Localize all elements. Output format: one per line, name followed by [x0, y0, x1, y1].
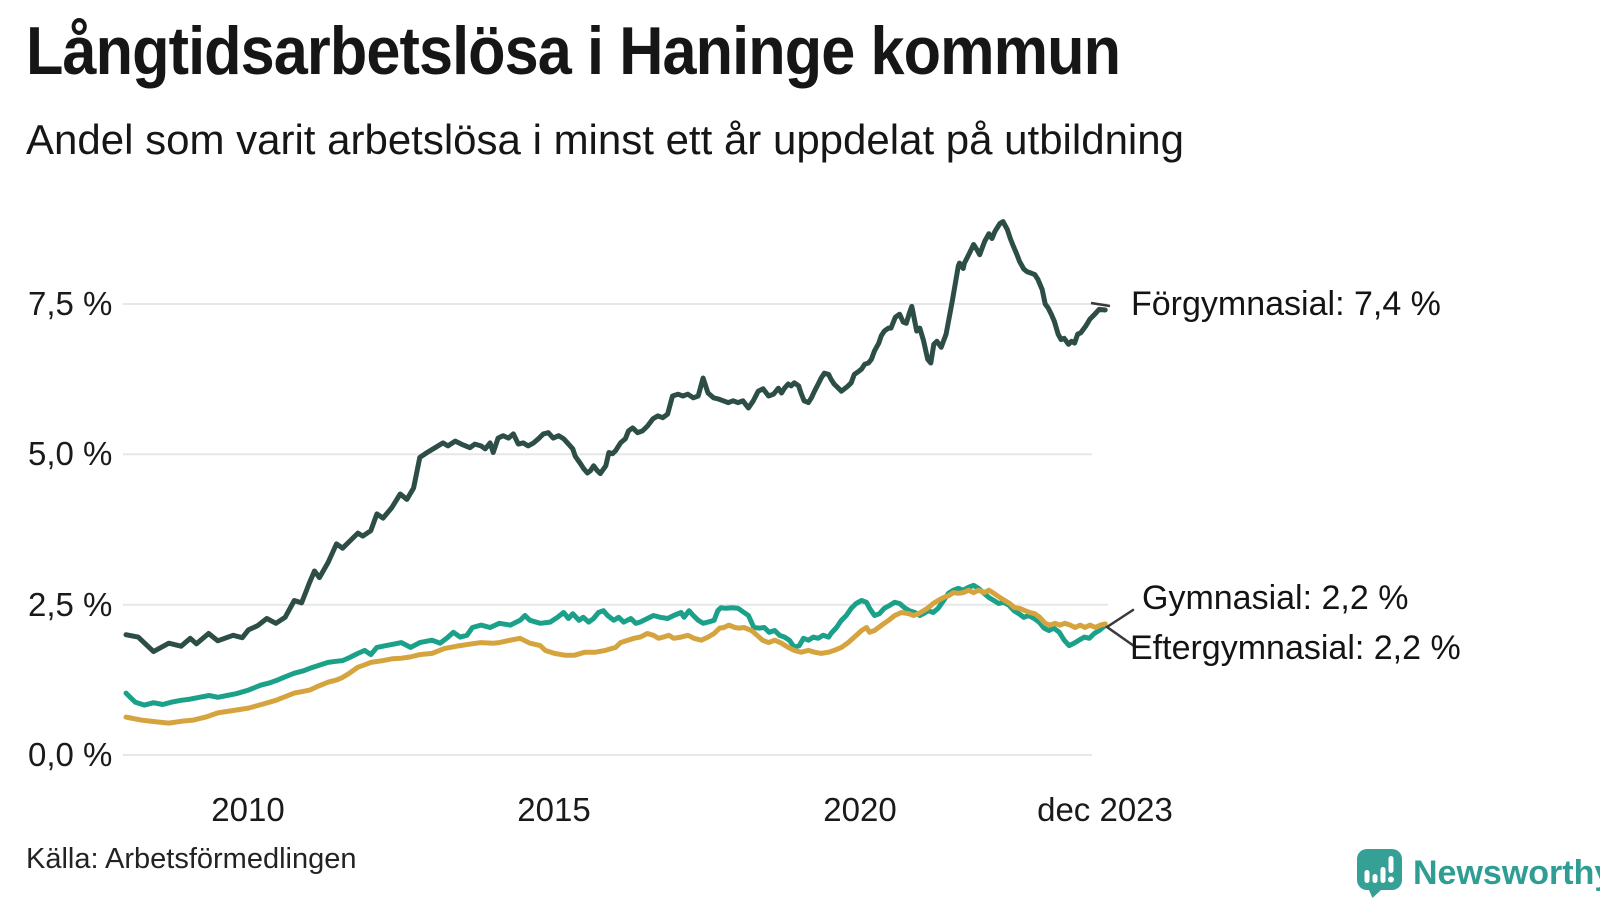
series-line-gymnasial: [123, 582, 1108, 708]
x-axis-label-2015: 2015: [517, 791, 591, 828]
series-line-eftergymnasial: [123, 587, 1108, 726]
series-end-label-eftergymnasial: Eftergymnasial: 2,2 %: [1130, 629, 1461, 667]
brand-logo: Newsworthy: [1356, 848, 1600, 898]
series-end-label-gymnasial: Gymnasial: 2,2 %: [1142, 579, 1409, 617]
source-note: Källa: Arbetsförmedlingen: [26, 843, 357, 875]
newsworthy-speech-bubble-bar-chart-icon: [1357, 849, 1402, 898]
y-axis-label-5: 5,0 %: [28, 435, 113, 472]
x-axis-label-2010: 2010: [211, 791, 285, 828]
y-axis-label-7.5: 7,5 %: [28, 285, 113, 322]
series-end-label-forgymnasial: Förgymnasial: 7,4 %: [1131, 285, 1441, 323]
x-axis-label-2020: 2020: [823, 791, 897, 828]
y-axis-label-0: 0,0 %: [28, 736, 113, 773]
page-title: Långtidsarbetslösa i Haninge kommun: [26, 13, 1121, 89]
label-connector-gymnasial-eftergymnasial: [1104, 608, 1136, 648]
series-line-forgymnasial: [123, 219, 1108, 655]
brand-name: Newsworthy: [1413, 853, 1600, 892]
label-connector-forgymnasial: [1090, 301, 1111, 308]
x-axis-label-dec-2023: dec 2023: [1037, 791, 1173, 828]
page-subtitle: Andel som varit arbetslösa i minst ett å…: [26, 116, 1184, 163]
y-axis-label-2.5: 2,5 %: [28, 586, 113, 623]
